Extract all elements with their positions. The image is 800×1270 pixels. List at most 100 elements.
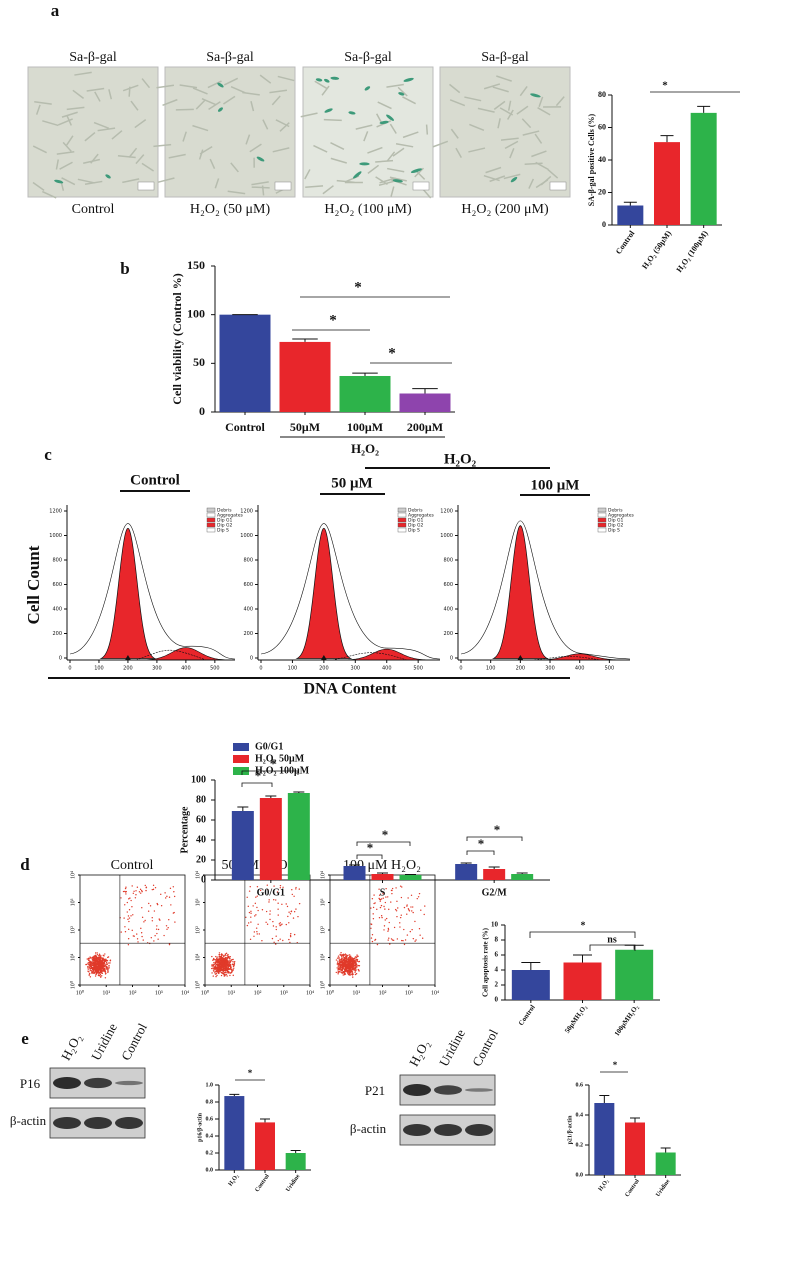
event bbox=[269, 918, 271, 921]
event bbox=[282, 886, 284, 888]
event bbox=[233, 963, 235, 966]
y-tick-label: 800 bbox=[443, 558, 453, 564]
event bbox=[349, 957, 351, 959]
event bbox=[415, 939, 417, 941]
y-axis-label: p16/β-actin bbox=[197, 1112, 203, 1141]
x-tick-label: 10¹ bbox=[352, 990, 360, 996]
event bbox=[261, 940, 263, 942]
event bbox=[395, 910, 398, 912]
event bbox=[370, 923, 372, 925]
event bbox=[342, 961, 345, 964]
event bbox=[393, 926, 396, 929]
event bbox=[144, 884, 146, 887]
event bbox=[256, 933, 258, 935]
cell bbox=[34, 101, 52, 105]
marker bbox=[124, 655, 131, 660]
cell bbox=[251, 186, 270, 189]
event bbox=[124, 887, 127, 890]
cell bbox=[507, 100, 512, 111]
event bbox=[102, 957, 104, 960]
event bbox=[371, 897, 374, 900]
event bbox=[258, 933, 261, 935]
cell bbox=[230, 85, 246, 94]
event bbox=[225, 972, 227, 974]
y-tick-label: 4 bbox=[495, 966, 499, 974]
event bbox=[345, 959, 347, 962]
event bbox=[211, 965, 213, 967]
legend-swatch bbox=[397, 527, 407, 533]
cell bbox=[108, 89, 113, 100]
event bbox=[166, 895, 168, 898]
event bbox=[281, 903, 283, 906]
event bbox=[219, 969, 222, 972]
event bbox=[290, 932, 292, 935]
event bbox=[353, 965, 355, 968]
x-tick-label: 50μM bbox=[290, 420, 320, 434]
event bbox=[275, 926, 277, 928]
event bbox=[224, 959, 227, 961]
event bbox=[213, 970, 215, 973]
x-axis-label: H₂O₂ bbox=[351, 441, 379, 456]
event bbox=[227, 966, 229, 969]
event bbox=[133, 890, 135, 893]
event bbox=[346, 963, 349, 965]
event bbox=[122, 890, 125, 893]
event bbox=[167, 927, 169, 929]
event bbox=[255, 914, 257, 916]
significance-bracket bbox=[466, 850, 495, 855]
event bbox=[128, 908, 131, 911]
cell bbox=[322, 185, 334, 195]
event bbox=[91, 960, 93, 963]
event bbox=[97, 958, 99, 961]
event bbox=[353, 957, 355, 960]
event bbox=[104, 964, 107, 966]
marker bbox=[517, 655, 524, 660]
y-tick-label: 200 bbox=[243, 631, 253, 637]
event bbox=[351, 965, 354, 968]
event bbox=[103, 967, 105, 970]
event bbox=[344, 957, 347, 959]
y-axis-label: Cell viability (Control %) bbox=[170, 273, 184, 404]
event bbox=[102, 967, 104, 970]
event bbox=[229, 965, 232, 968]
event bbox=[293, 895, 295, 897]
event bbox=[222, 968, 225, 971]
event bbox=[340, 958, 342, 961]
y-tick-label: 1000 bbox=[440, 533, 453, 539]
cell bbox=[509, 148, 515, 159]
event bbox=[378, 888, 380, 890]
lane-label: Uridine bbox=[436, 1027, 468, 1069]
cell bbox=[262, 119, 269, 130]
event bbox=[227, 953, 229, 956]
error-bar bbox=[290, 1149, 301, 1153]
event bbox=[165, 925, 168, 927]
event bbox=[141, 935, 143, 938]
event bbox=[233, 967, 235, 969]
y-tick-label: 10³ bbox=[195, 898, 201, 906]
event bbox=[341, 957, 343, 959]
event bbox=[224, 969, 227, 972]
event bbox=[100, 971, 102, 973]
stained-cell bbox=[217, 107, 223, 112]
event bbox=[94, 975, 97, 977]
event bbox=[140, 932, 143, 934]
x-tick-label: 200μM bbox=[407, 420, 443, 434]
error-bar bbox=[623, 201, 637, 206]
stained-cell bbox=[359, 162, 370, 166]
significance-bracket bbox=[466, 836, 523, 841]
protein-label: β-actin bbox=[10, 1113, 47, 1128]
event bbox=[108, 962, 110, 964]
event bbox=[105, 959, 108, 961]
condition: Control bbox=[130, 472, 180, 488]
event bbox=[148, 902, 150, 905]
event bbox=[411, 928, 413, 931]
event bbox=[86, 963, 88, 966]
y-tick-label: 0.0 bbox=[576, 1172, 584, 1178]
event bbox=[108, 967, 110, 969]
event bbox=[374, 902, 376, 904]
y-tick-label: 100 bbox=[187, 306, 205, 320]
legend-label: H₂O₂ 50μM bbox=[255, 753, 305, 764]
event bbox=[99, 975, 101, 977]
event bbox=[152, 888, 155, 891]
event bbox=[372, 917, 375, 920]
